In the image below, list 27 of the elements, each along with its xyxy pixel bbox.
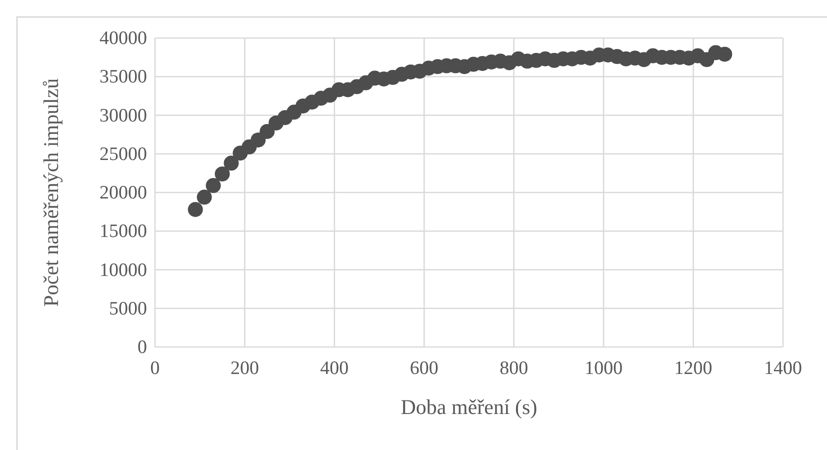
point bbox=[224, 156, 239, 171]
x-tick-label: 800 bbox=[500, 358, 528, 379]
point bbox=[214, 166, 230, 182]
x-tick-label: 0 bbox=[150, 358, 160, 379]
x-tick-label: 1200 bbox=[674, 358, 712, 379]
x-tick-label: 600 bbox=[410, 358, 438, 379]
y-tick-label: 15000 bbox=[100, 221, 147, 242]
point bbox=[196, 190, 212, 205]
point bbox=[717, 46, 732, 62]
x-tick-label: 200 bbox=[230, 358, 259, 379]
x-tick-label: 400 bbox=[320, 358, 349, 379]
x-axis-title: Doba měření (s) bbox=[400, 395, 538, 419]
y-tick-label: 25000 bbox=[100, 144, 147, 165]
x-tick-label: 1000 bbox=[584, 358, 623, 379]
point bbox=[250, 132, 266, 148]
y-tick-label: 10000 bbox=[100, 260, 147, 281]
y-tick-label: 5000 bbox=[109, 298, 147, 320]
y-tick-label: 20000 bbox=[100, 182, 147, 204]
point bbox=[206, 178, 221, 194]
point bbox=[260, 124, 275, 139]
y-tick-label: 0 bbox=[138, 337, 147, 358]
point bbox=[188, 202, 203, 217]
y-tick-label: 40000 bbox=[100, 28, 147, 49]
y-tick-label: 35000 bbox=[100, 66, 147, 88]
x-tick-label: 1400 bbox=[764, 358, 802, 379]
y-tick-label: 30000 bbox=[100, 105, 147, 126]
y-axis-title: Počet naměřených impulzů bbox=[39, 78, 63, 307]
